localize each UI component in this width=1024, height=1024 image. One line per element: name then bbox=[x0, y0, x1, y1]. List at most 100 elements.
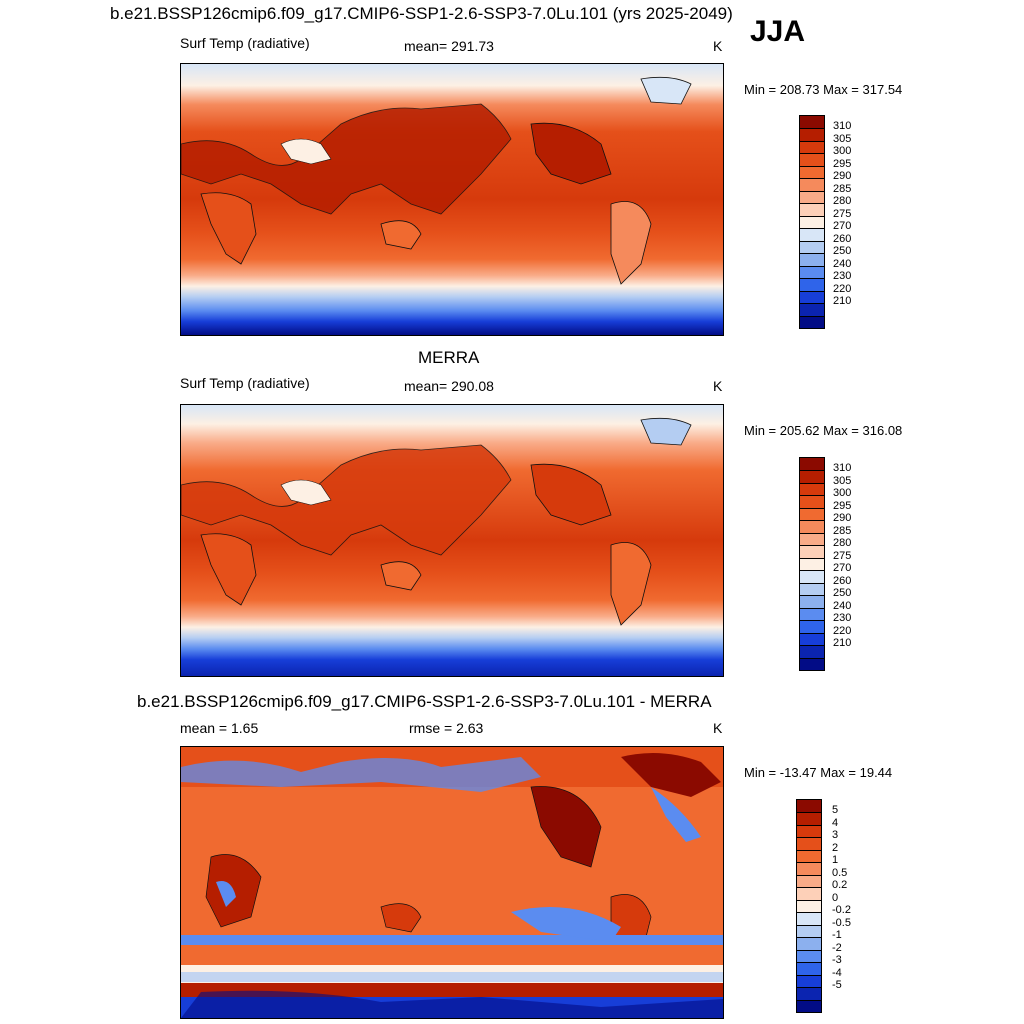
colorbar-tick-label: 310 bbox=[833, 120, 852, 133]
colorbar-swatch bbox=[800, 482, 824, 496]
colorbar-swatch bbox=[797, 800, 821, 813]
colorbar-tick-label: -4 bbox=[832, 966, 842, 979]
colorbar-swatch bbox=[800, 228, 824, 241]
colorbar-swatch bbox=[797, 924, 821, 938]
colorbar-swatch bbox=[800, 215, 824, 229]
colorbar-swatch bbox=[800, 190, 824, 204]
temperature-colorbar-1 bbox=[799, 115, 825, 329]
colorbar-swatch bbox=[800, 595, 824, 608]
colorbar-tick-label: 290 bbox=[833, 170, 852, 183]
colorbar-swatch bbox=[797, 899, 821, 913]
colorbar-swatch bbox=[800, 140, 824, 154]
colorbar-tick-label: 4 bbox=[832, 816, 839, 829]
season-label: JJA bbox=[750, 15, 806, 48]
colorbar-swatch bbox=[800, 458, 824, 471]
colorbar-tick-label: 295 bbox=[833, 157, 852, 170]
colorbar-swatch bbox=[797, 849, 821, 863]
colorbar-swatch bbox=[800, 153, 824, 166]
colorbar-tick-label: 250 bbox=[833, 245, 852, 258]
panel2-mean: mean= 290.08 bbox=[404, 378, 494, 394]
colorbar-tick-label: 230 bbox=[833, 270, 852, 283]
colorbar-swatch bbox=[800, 165, 824, 179]
temperature-colorbar-2 bbox=[799, 457, 825, 671]
colorbar-tick-label: 220 bbox=[833, 624, 852, 637]
panel3-rmse: rmse = 2.63 bbox=[409, 720, 484, 736]
colorbar-tick-label: 250 bbox=[833, 587, 852, 600]
difference-colorbar bbox=[796, 799, 822, 1013]
colorbar-swatch bbox=[800, 645, 824, 658]
colorbar-tick-label: 300 bbox=[833, 145, 852, 158]
colorbar-swatch bbox=[797, 949, 821, 963]
colorbar-tick-label: 270 bbox=[833, 562, 852, 575]
colorbar-swatch bbox=[800, 315, 824, 328]
panel1-title: b.e21.BSSP126cmip6.f09_g17.CMIP6-SSP1-2.… bbox=[110, 4, 733, 23]
colorbar-tick-label: -0.5 bbox=[832, 916, 851, 929]
colorbar-tick-label: -5 bbox=[832, 979, 842, 992]
colorbar-tick-label: 275 bbox=[833, 549, 852, 562]
colorbar-swatch bbox=[800, 278, 824, 291]
panel2-variable: Surf Temp (radiative) bbox=[180, 375, 310, 391]
colorbar-swatch bbox=[800, 470, 824, 483]
colorbar-swatch bbox=[800, 582, 824, 596]
colorbar-swatch bbox=[800, 620, 824, 633]
panel1-unit: K bbox=[713, 38, 723, 54]
colorbar-tick-label: -0.2 bbox=[832, 904, 851, 917]
colorbar-tick-label: 285 bbox=[833, 524, 852, 537]
colorbar-swatch bbox=[800, 240, 824, 254]
colorbar-swatch bbox=[797, 962, 821, 975]
colorbar-swatch bbox=[797, 824, 821, 838]
colorbar-tick-label: 220 bbox=[833, 282, 852, 295]
colorbar-tick-label: 230 bbox=[833, 612, 852, 625]
colorbar-tick-label: 3 bbox=[832, 829, 839, 842]
colorbar-swatch bbox=[797, 912, 821, 925]
colorbar-swatch bbox=[800, 632, 824, 646]
panel3-title: b.e21.BSSP126cmip6.f09_g17.CMIP6-SSP1-2.… bbox=[137, 692, 712, 711]
colorbar-swatch bbox=[800, 116, 824, 129]
panel1-minmax: Min = 208.73 Max = 317.54 bbox=[744, 82, 903, 97]
colorbar-tick-label: 5 bbox=[832, 804, 839, 817]
colorbar-tick-label: 1 bbox=[832, 854, 839, 867]
colorbar-swatch bbox=[797, 974, 821, 988]
colorbar-swatch bbox=[800, 253, 824, 266]
colorbar-swatch bbox=[797, 887, 821, 900]
colorbar-tick-label: 270 bbox=[833, 220, 852, 233]
colorbar-tick-label: 290 bbox=[833, 512, 852, 525]
colorbar-swatch bbox=[797, 937, 821, 950]
colorbar-swatch bbox=[797, 862, 821, 875]
colorbar-swatch bbox=[800, 607, 824, 621]
colorbar-swatch bbox=[800, 520, 824, 533]
colorbar-tick-label: 240 bbox=[833, 599, 852, 612]
colorbar-tick-label: 260 bbox=[833, 574, 852, 587]
colorbar-swatch bbox=[800, 128, 824, 141]
colorbar-tick-label: 0 bbox=[832, 891, 839, 904]
panel1-mean: mean= 291.73 bbox=[404, 38, 494, 54]
panel1-variable: Surf Temp (radiative) bbox=[180, 35, 310, 51]
colorbar-tick-label: 300 bbox=[833, 487, 852, 500]
colorbar-swatch bbox=[797, 999, 821, 1012]
colorbar-tick-label: 280 bbox=[833, 537, 852, 550]
colorbar-swatch bbox=[797, 812, 821, 825]
colorbar-swatch bbox=[800, 657, 824, 670]
colorbar-swatch bbox=[800, 290, 824, 304]
colorbar-swatch bbox=[800, 303, 824, 316]
colorbar-tick-label: 0.2 bbox=[832, 879, 848, 892]
colorbar-swatch bbox=[800, 178, 824, 191]
colorbar-swatch bbox=[800, 507, 824, 521]
colorbar-tick-label: 210 bbox=[833, 637, 852, 650]
panel2-title: MERRA bbox=[418, 348, 480, 367]
colorbar-swatch bbox=[800, 265, 824, 279]
colorbar-tick-label: 2 bbox=[832, 841, 839, 854]
colorbar-tick-label: 285 bbox=[833, 182, 852, 195]
colorbar-swatch bbox=[800, 495, 824, 508]
colorbar-swatch bbox=[797, 837, 821, 850]
merra-temperature-map bbox=[180, 404, 724, 677]
colorbar-swatch bbox=[800, 532, 824, 546]
colorbar-tick-label: 210 bbox=[833, 295, 852, 308]
panel2-minmax: Min = 205.62 Max = 316.08 bbox=[744, 423, 903, 438]
colorbar-tick-label: 275 bbox=[833, 207, 852, 220]
colorbar-swatch bbox=[800, 203, 824, 216]
colorbar-swatch bbox=[797, 987, 821, 1000]
colorbar-tick-label: 280 bbox=[833, 195, 852, 208]
panel3-minmax: Min = -13.47 Max = 19.44 bbox=[744, 765, 893, 780]
panel2-unit: K bbox=[713, 378, 723, 394]
